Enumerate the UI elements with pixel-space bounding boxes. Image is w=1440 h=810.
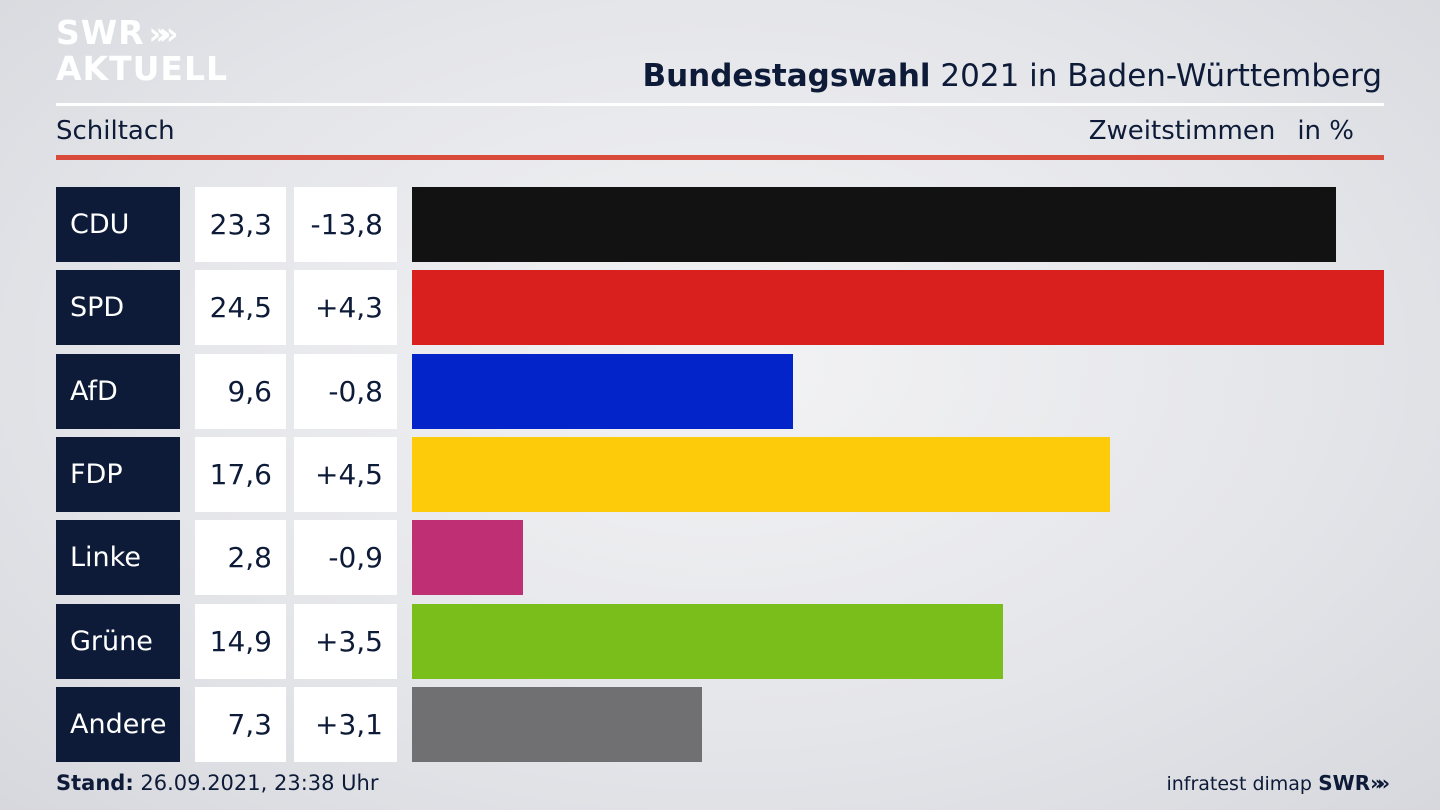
value-label: 2,8	[195, 520, 286, 596]
value-label: 23,3	[195, 187, 286, 262]
title-bold: Bundestagswahl	[642, 58, 931, 94]
chart-title: Bundestagswahl 2021 in Baden-Württemberg	[642, 58, 1382, 94]
bar	[412, 436, 1111, 512]
logo-line-swr: SWR»»	[56, 13, 178, 52]
bar-row: FDP 17,6 +4,5	[0, 436, 1440, 512]
stand-label: Stand:	[56, 771, 134, 795]
bar-row: SPD 24,5 +4,3	[0, 270, 1440, 346]
change-label: +4,5	[294, 436, 397, 512]
source-credit: infratest dimap	[1166, 773, 1312, 795]
stand-value: 26.09.2021, 23:38 Uhr	[133, 771, 379, 795]
brand-arrows-icon: »»	[1370, 771, 1390, 795]
party-label: CDU	[56, 187, 180, 262]
logo-line-aktuell: AKTUELL	[56, 49, 229, 88]
change-label: -13,8	[294, 187, 397, 262]
title-rest: 2021 in Baden-Württemberg	[930, 58, 1382, 94]
value-label: 7,3	[195, 686, 286, 762]
accent-divider	[56, 155, 1384, 160]
unit-text: in %	[1297, 116, 1354, 146]
region-label: Schiltach	[56, 116, 175, 146]
bar-row: AfD 9,6 -0,8	[0, 353, 1440, 429]
value-label: 9,6	[195, 353, 286, 429]
party-label: Linke	[56, 520, 180, 596]
bar	[412, 187, 1337, 262]
measure-text: Zweitstimmen	[1088, 116, 1276, 146]
swr-brand-logo: SWR»»	[1318, 771, 1390, 795]
party-label: Grüne	[56, 603, 180, 679]
bar-row: Andere 7,3 +3,1	[0, 686, 1440, 762]
party-label: Andere	[56, 686, 180, 762]
bar	[412, 353, 793, 429]
change-label: +3,1	[294, 686, 397, 762]
bar	[412, 270, 1384, 346]
value-label: 24,5	[195, 270, 286, 346]
bar-row: Grüne 14,9 +3,5	[0, 603, 1440, 679]
timestamp: Stand: 26.09.2021, 23:38 Uhr	[56, 771, 379, 795]
bar	[412, 603, 1004, 679]
party-label: AfD	[56, 353, 180, 429]
bar-row: CDU 23,3 -13,8	[0, 187, 1440, 262]
measure-label: Zweitstimmen in %	[1089, 116, 1354, 146]
party-label: FDP	[56, 436, 180, 512]
bar-row: Linke 2,8 -0,9	[0, 520, 1440, 596]
change-label: -0,9	[294, 520, 397, 596]
value-label: 14,9	[195, 603, 286, 679]
value-label: 17,6	[195, 436, 286, 512]
bar	[412, 520, 524, 596]
change-label: -0,8	[294, 353, 397, 429]
change-label: +4,3	[294, 270, 397, 346]
header-divider	[56, 103, 1384, 106]
party-label: SPD	[56, 270, 180, 346]
brand-text: SWR	[1318, 771, 1371, 795]
bar	[412, 686, 702, 762]
swr-aktuell-logo: SWR»» AKTUELL	[56, 16, 228, 86]
change-label: +3,5	[294, 603, 397, 679]
